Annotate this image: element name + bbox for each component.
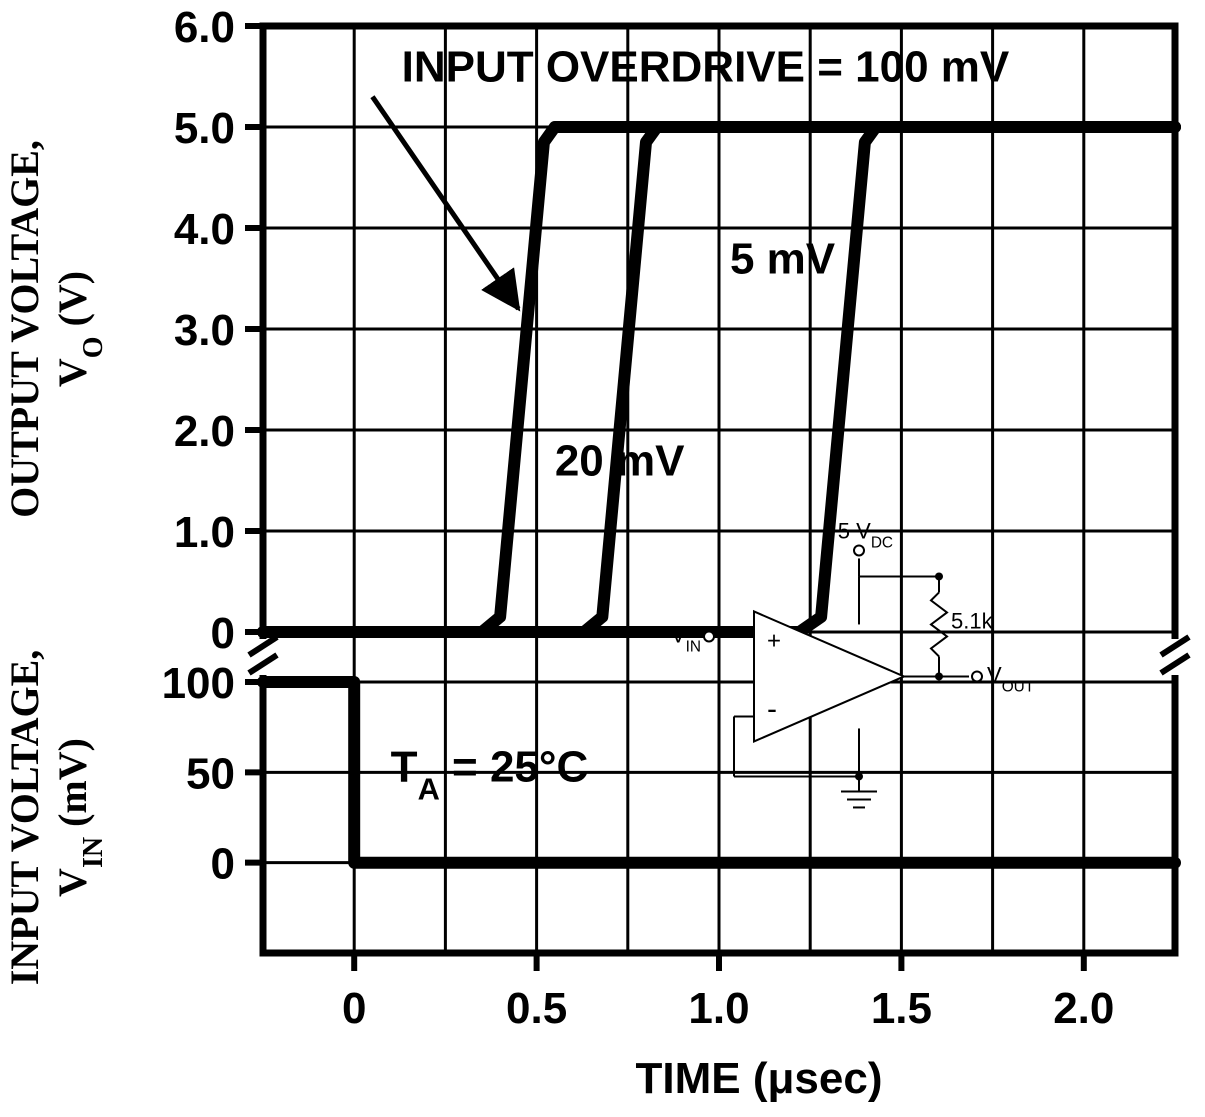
resistor-icon	[931, 592, 947, 656]
label-vout: VOUT	[987, 662, 1035, 695]
y-tick-label-lower: 100	[162, 659, 235, 708]
y-tick-label-upper: 5.0	[174, 104, 235, 153]
svg-text:+: +	[767, 627, 781, 654]
x-tick-label: 0.5	[506, 984, 567, 1033]
y-tick-label-upper: 4.0	[174, 205, 235, 254]
x-tick-label: 1.5	[871, 984, 932, 1033]
schematic-comparator: +-VINVOUT+5 VDC5.1k	[671, 518, 1035, 807]
svg-text:VIN (mV): VIN (mV)	[50, 738, 109, 897]
y-tick-label-lower: 50	[186, 749, 235, 798]
y-axis-label-lower: INPUT VOLTAGE,VIN (mV)	[2, 650, 109, 986]
svg-text:-: -	[767, 692, 777, 725]
label-temperature: TA = 25°C	[391, 742, 589, 806]
y-tick-label-upper: 2.0	[174, 407, 235, 456]
svg-text:VO (V): VO (V)	[50, 271, 109, 387]
y-tick-label-lower: 0	[211, 840, 235, 889]
svg-text:OUTPUT VOLTAGE,: OUTPUT VOLTAGE,	[2, 140, 47, 518]
x-tick-label: 1.0	[688, 984, 749, 1033]
y-tick-label-upper: 0	[211, 609, 235, 658]
x-tick-label: 2.0	[1053, 984, 1114, 1033]
y-tick-label-upper: 6.0	[174, 3, 235, 52]
label-overdrive-100mV: INPUT OVERDRIVE = 100 mV	[402, 43, 1010, 92]
label-r: 5.1k	[951, 608, 994, 633]
x-tick-label: 0	[342, 984, 366, 1033]
y-tick-label-upper: 1.0	[174, 508, 235, 557]
label-20mV: 20 mV	[555, 436, 685, 485]
label-5mV: 5 mV	[730, 234, 836, 283]
x-axis-label: TIME (μsec)	[636, 1054, 883, 1103]
y-axis-label-upper: OUTPUT VOLTAGE,VO (V)	[2, 140, 109, 518]
y-tick-label-upper: 3.0	[174, 306, 235, 355]
svg-text:INPUT VOLTAGE,: INPUT VOLTAGE,	[2, 650, 47, 986]
